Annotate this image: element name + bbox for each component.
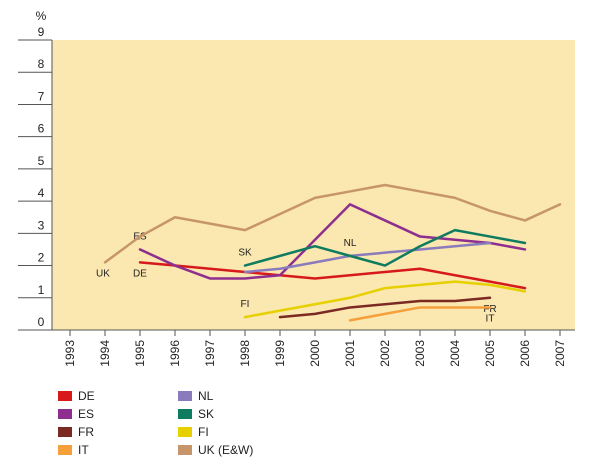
y-tick-label: 3	[38, 218, 45, 232]
x-tick-label: 2006	[518, 340, 532, 367]
y-tick-label: 7	[38, 89, 45, 103]
legend-label: UK (E&W)	[198, 443, 253, 457]
x-tick-label: 1996	[168, 340, 182, 367]
series-line-nl	[243, 241, 492, 274]
y-tick-label: 1	[38, 283, 45, 297]
x-tick-label: 1994	[98, 340, 112, 367]
legend-label: NL	[198, 389, 214, 403]
series-line-es	[138, 203, 527, 280]
y-axis-label: %	[36, 9, 47, 23]
y-tick-label: 2	[38, 251, 45, 265]
y-tick-label: 6	[38, 122, 45, 136]
legend-swatch	[178, 445, 192, 455]
series-label: FR	[483, 304, 496, 315]
series-label: NL	[344, 238, 357, 249]
legend-swatch	[178, 427, 192, 437]
x-tick-label: 2004	[448, 340, 462, 367]
y-tick-label: 5	[38, 154, 45, 168]
y-tick-label: 9	[38, 25, 45, 39]
legend-swatch	[58, 445, 72, 455]
legend-label: FI	[198, 425, 209, 439]
x-tick-label: 2005	[483, 340, 497, 367]
x-tick-label: 1998	[238, 340, 252, 367]
x-tick-label: 1995	[133, 340, 147, 367]
y-tick-label: 8	[38, 57, 45, 71]
legend-label: DE	[78, 389, 95, 403]
series-line-uk-e-w-	[103, 183, 562, 264]
x-tick-label: 1993	[63, 340, 77, 367]
legend-swatch	[58, 391, 72, 401]
legend-swatch	[58, 427, 72, 437]
series-line-sk	[243, 228, 527, 267]
x-tick-label: 2000	[308, 340, 322, 367]
x-tick-label: 2007	[553, 340, 567, 367]
legend-label: IT	[78, 443, 89, 457]
legend-swatch	[178, 409, 192, 419]
x-tick-label: 1999	[273, 340, 287, 367]
x-tick-label: 1997	[203, 340, 217, 367]
series-line-fr	[278, 296, 492, 319]
y-tick-label: 0	[38, 315, 45, 329]
legend-label: SK	[198, 407, 214, 421]
series-line-fi	[243, 280, 527, 319]
series-label: SK	[238, 248, 252, 259]
legend-swatch	[178, 391, 192, 401]
legend-label: ES	[78, 407, 94, 421]
series-label: DE	[133, 268, 147, 279]
series-label: IT	[486, 313, 495, 324]
y-tick-label: 4	[38, 186, 45, 200]
legend-label: FR	[78, 425, 94, 439]
series-line-it	[348, 306, 492, 322]
x-tick-label: 2003	[413, 340, 427, 367]
x-tick-label: 2001	[343, 340, 357, 367]
series-line-de	[138, 261, 527, 290]
legend-swatch	[58, 409, 72, 419]
series-label: UK	[96, 268, 110, 279]
x-tick-label: 2002	[378, 340, 392, 367]
series-label: FI	[241, 299, 250, 310]
